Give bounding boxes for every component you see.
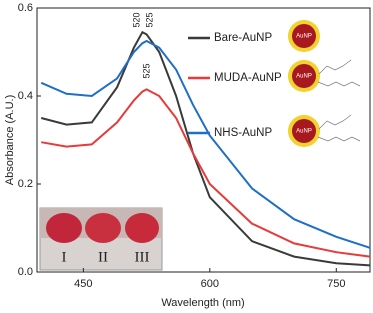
inset-label: I — [62, 249, 67, 265]
peak-label: 525 — [141, 63, 151, 78]
legend-label: MUDA-AuNP — [214, 72, 282, 84]
legend-label: NHS-AuNP — [214, 127, 272, 139]
x-tick-label: 450 — [74, 278, 92, 290]
y-tick-label: 0.0 — [18, 266, 33, 278]
particle-core — [292, 64, 316, 88]
inset-label: II — [98, 249, 108, 265]
particle-core — [292, 24, 316, 48]
particle-label: AuNP — [296, 34, 312, 40]
legend-label: Bare-AuNP — [214, 32, 272, 44]
x-axis-label: Wavelength (nm) — [161, 297, 244, 309]
series-line — [40, 30, 371, 267]
ligand-drawing — [317, 114, 361, 142]
y-tick-label: 0.4 — [18, 90, 33, 102]
series-line — [41, 88, 371, 258]
x-tick-label: 600 — [201, 278, 219, 290]
inset-label: III — [135, 249, 150, 265]
series-line — [40, 39, 371, 249]
plot-frame — [36, 7, 371, 273]
particle-label: AuNP — [296, 74, 312, 80]
y-tick-label: 0.6 — [18, 2, 33, 14]
y-axis-label: Absorbance (A.U.) — [4, 95, 16, 185]
particle-label: AuNP — [296, 129, 312, 135]
peak-label: 525 — [144, 12, 154, 27]
particle-core — [292, 119, 316, 143]
peak-label: 520 — [131, 12, 141, 27]
ligand-drawing — [317, 59, 361, 87]
y-tick-label: 0.2 — [18, 178, 33, 190]
x-tick-label: 750 — [327, 278, 345, 290]
inset-photo — [39, 207, 163, 271]
